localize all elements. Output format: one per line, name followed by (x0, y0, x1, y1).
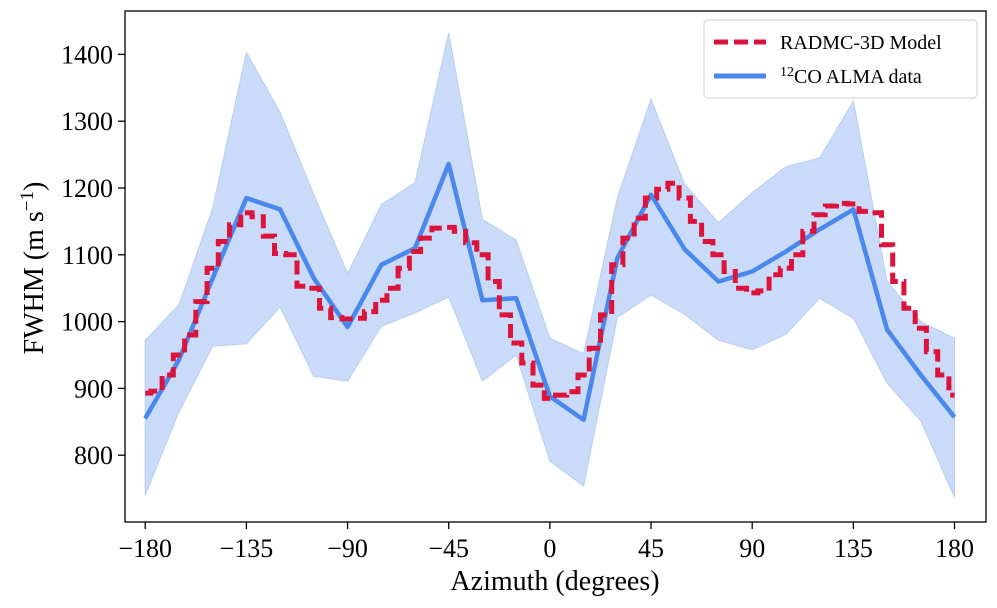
y-tick-label: 800 (74, 441, 113, 470)
series-line-radmc-3d-model (145, 180, 955, 401)
x-tick-label: −135 (220, 534, 274, 563)
y-axis-title-close: ) (19, 182, 50, 191)
x-tick-label: 90 (739, 534, 765, 563)
x-tick-label: 0 (543, 534, 556, 563)
legend-model-label: RADMC-3D Model (780, 32, 942, 54)
y-tick-label: 1100 (62, 241, 113, 270)
y-tick-label: 1300 (61, 107, 113, 136)
x-tick-label: 180 (935, 534, 974, 563)
legend-data-label-main: CO ALMA data (794, 66, 922, 88)
plot-frame (124, 10, 987, 523)
y-tick-label: 1000 (61, 308, 113, 337)
series-layer (143, 161, 957, 423)
legend-box (703, 19, 978, 99)
y-tick-label: 1400 (61, 40, 113, 69)
legend-data-label-sup: 12 (780, 65, 794, 80)
x-tick-label: −180 (118, 534, 172, 563)
y-axis: 800 900 1000 1100 1200 1300 1400 (61, 40, 125, 470)
x-tick-label: −90 (327, 534, 368, 563)
x-tick-label: −45 (428, 534, 469, 563)
x-tick-label: 45 (638, 534, 664, 563)
x-axis-title: Azimuth (degrees) (450, 566, 659, 597)
x-axis: −180 −135 −90 −45 0 45 90 135 180 (118, 522, 974, 563)
legend-data-label: 12CO ALMA data (780, 65, 922, 89)
y-tick-label: 1200 (61, 174, 113, 203)
x-tick-label: 135 (834, 534, 873, 563)
y-axis-title: FWHM (m s−1) (17, 182, 51, 355)
y-axis-title-sup: −1 (17, 191, 38, 211)
y-tick-label: 900 (74, 374, 113, 403)
y-axis-title-main: FWHM (m s (19, 211, 50, 354)
legend: RADMC-3D Model 12CO ALMA data (703, 19, 978, 99)
